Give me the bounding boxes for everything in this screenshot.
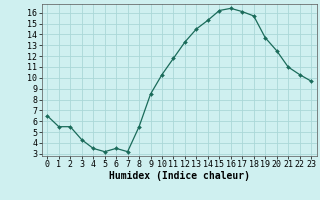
X-axis label: Humidex (Indice chaleur): Humidex (Indice chaleur) [109,171,250,181]
